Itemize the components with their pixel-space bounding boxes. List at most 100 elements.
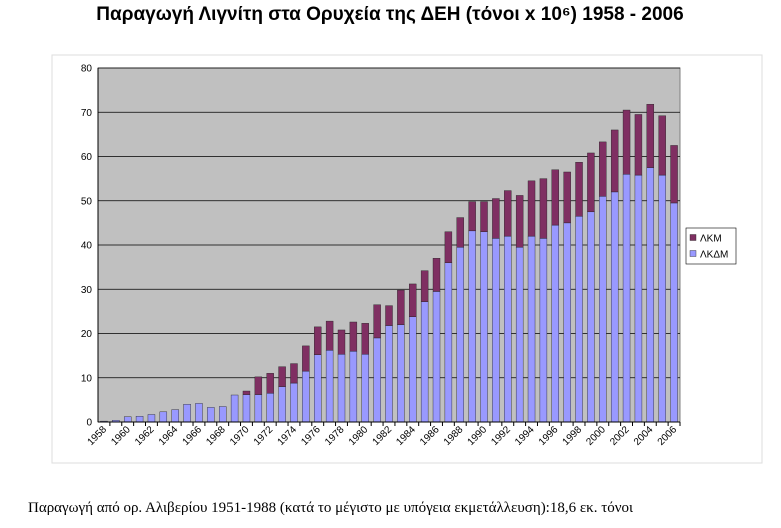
bar (385, 305, 393, 326)
bar (646, 167, 655, 423)
bar (610, 129, 619, 193)
x-tick-label: 1984 (394, 424, 418, 448)
bar (539, 178, 548, 239)
bar (123, 416, 132, 423)
bar (563, 222, 571, 423)
note: Παραγωγή από ορ. Αλιβερίου 1951-1988 (κα… (28, 500, 633, 516)
bar (290, 363, 298, 384)
x-tick-label: 1976 (299, 424, 323, 448)
bar (515, 247, 524, 423)
x-tick-label: 1988 (442, 424, 466, 448)
x-tick-label: 2004 (632, 424, 656, 448)
bar (254, 376, 263, 395)
bar (278, 386, 286, 423)
bar (444, 231, 453, 263)
x-tick-label: 1978 (323, 424, 347, 448)
x-tick-label: 1982 (371, 424, 395, 448)
legend-swatch (689, 250, 697, 257)
bar (658, 174, 666, 423)
bar (361, 354, 369, 423)
x-tick-label: 1974 (276, 424, 300, 448)
bar (504, 190, 512, 237)
x-tick-label: 1966 (181, 424, 205, 448)
bar (302, 370, 310, 423)
bar (634, 174, 643, 423)
bar (409, 316, 417, 423)
x-tick-label: 2002 (608, 424, 632, 448)
bar (349, 321, 358, 352)
bar (242, 394, 251, 423)
y-tick-label: 30 (81, 285, 93, 296)
bar (337, 329, 346, 355)
bar (456, 247, 464, 423)
x-tick-label: 1972 (252, 424, 276, 448)
bar (468, 230, 476, 423)
bar (159, 411, 168, 423)
bar (468, 201, 476, 232)
bar (219, 406, 227, 423)
x-tick-label: 1960 (109, 424, 133, 448)
bar (171, 409, 179, 423)
bar (254, 394, 263, 423)
bar (599, 141, 607, 197)
bar (325, 350, 334, 423)
y-tick-label: 60 (81, 152, 93, 163)
bar (409, 283, 417, 317)
bar (432, 291, 441, 423)
bar (397, 324, 405, 423)
bar (385, 325, 393, 423)
y-tick-label: 0 (86, 418, 92, 429)
bar (670, 202, 678, 423)
bar (183, 404, 191, 423)
bar (480, 231, 488, 423)
bar (575, 162, 583, 217)
y-tick-label: 40 (81, 241, 93, 252)
bar (527, 235, 536, 423)
bar (444, 262, 453, 423)
bar (349, 351, 358, 423)
bar (551, 224, 559, 423)
bar (504, 235, 512, 423)
bar (266, 393, 274, 423)
bar (646, 104, 655, 168)
chart-frame (51, 54, 763, 464)
bar (539, 238, 548, 423)
bar (575, 216, 583, 423)
bar (361, 323, 369, 355)
bar (230, 394, 239, 423)
bar (373, 304, 381, 339)
bar (551, 169, 559, 226)
x-tick-label: 1964 (157, 424, 181, 448)
y-tick-label: 20 (81, 329, 93, 340)
x-tick-label: 1980 (347, 424, 371, 448)
bar (147, 414, 156, 423)
bar (634, 114, 643, 176)
x-tick-label: 2006 (656, 424, 680, 448)
bar (610, 191, 619, 423)
bar (242, 390, 251, 395)
bar (135, 416, 144, 423)
legend-swatch (689, 234, 697, 241)
bar (492, 238, 500, 423)
bar (290, 382, 298, 423)
bar (492, 198, 500, 239)
bar (314, 354, 322, 423)
x-tick-label: 2000 (584, 424, 608, 448)
bar (515, 195, 524, 248)
legend-label: ΛΚΔΜ (700, 250, 728, 261)
x-tick-label: 1990 (466, 424, 490, 448)
x-tick-label: 1992 (489, 424, 513, 448)
bar (599, 196, 607, 423)
x-tick-label: 1986 (418, 424, 442, 448)
x-tick-label: 1970 (228, 424, 252, 448)
bar (432, 258, 441, 292)
bar (527, 180, 536, 237)
bar (314, 326, 322, 355)
bar (670, 145, 678, 204)
y-tick-label: 10 (81, 373, 93, 384)
bar (266, 373, 274, 394)
bar (278, 366, 286, 387)
x-tick-label: 1962 (133, 424, 157, 448)
bar (456, 217, 464, 248)
